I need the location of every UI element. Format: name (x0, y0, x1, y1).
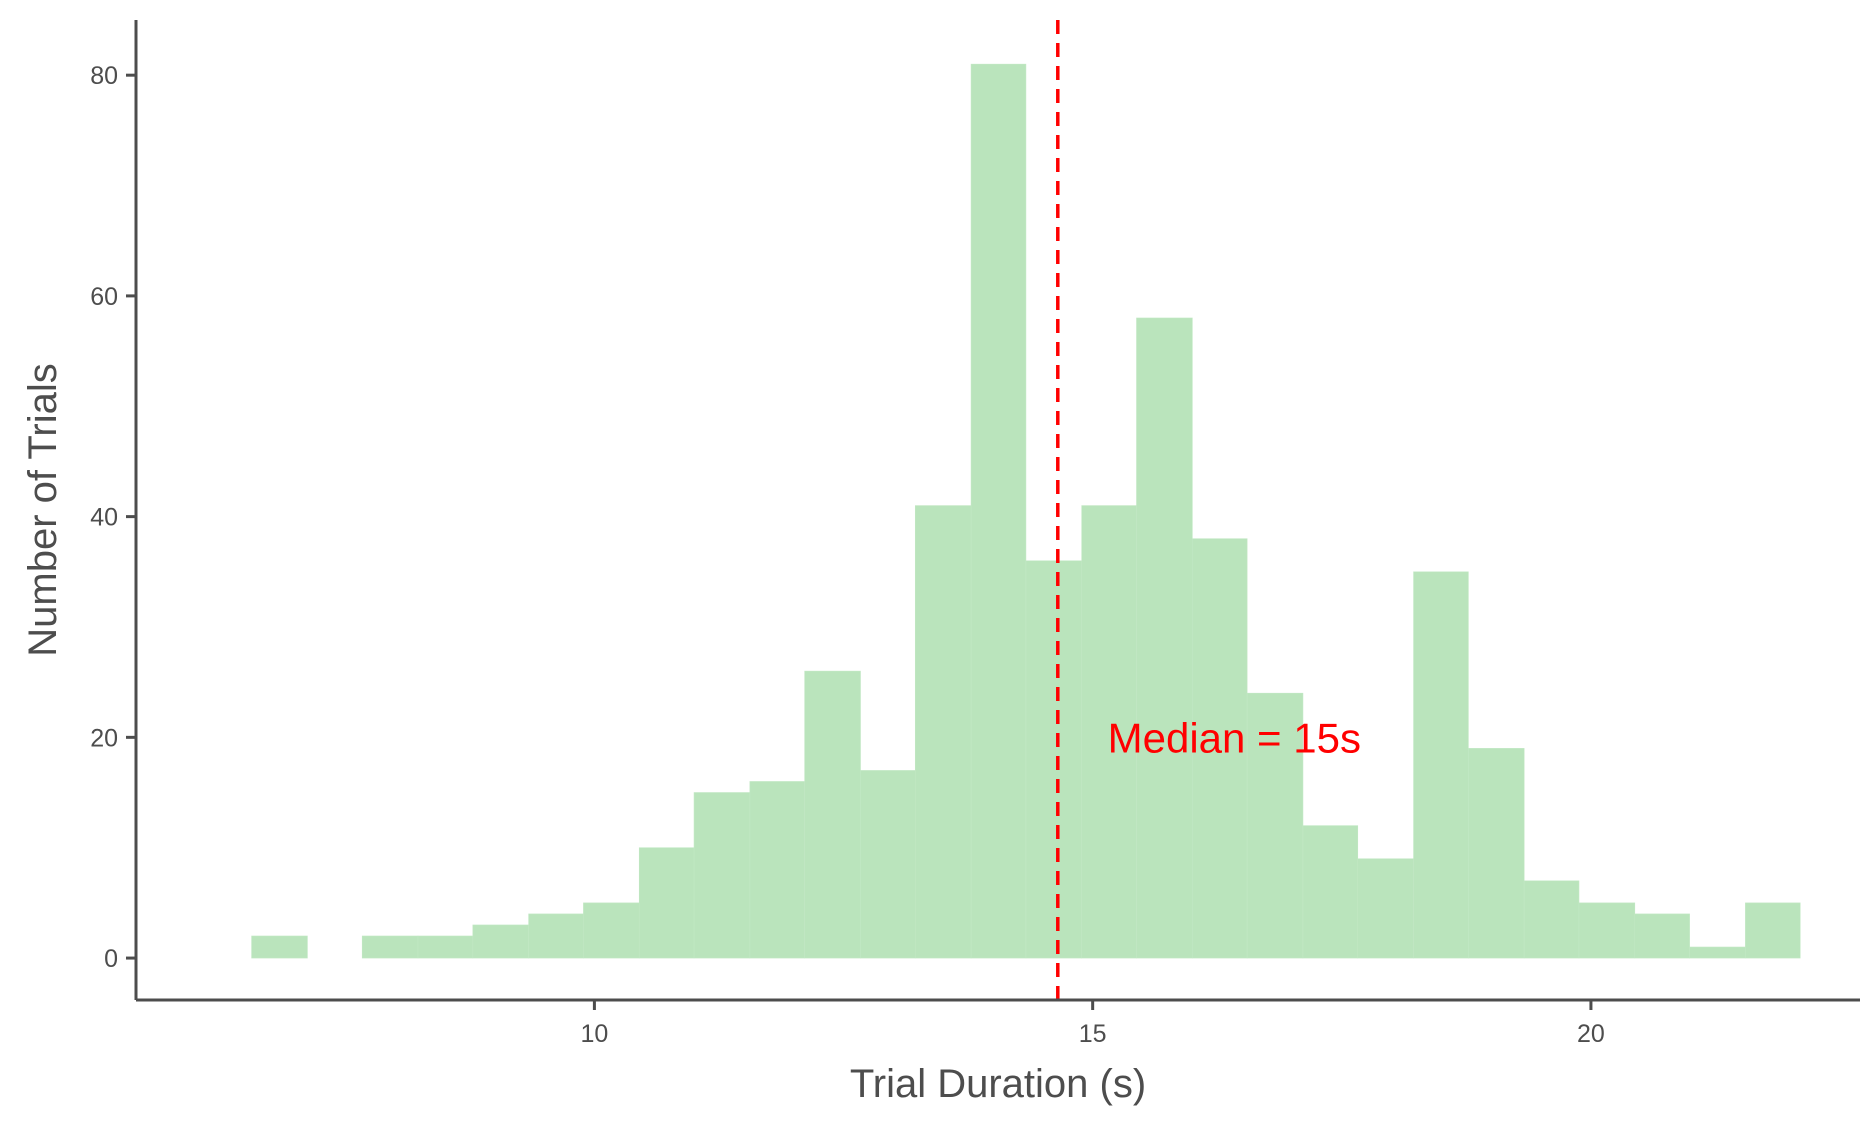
histogram-bar-23 (1523, 880, 1580, 959)
x-tick-label: 15 (1079, 1020, 1107, 1048)
histogram-bar-18 (1246, 692, 1304, 959)
y-tick-label: 80 (90, 62, 118, 90)
histogram-bar-26 (1689, 946, 1746, 959)
y-tick-label: 20 (90, 724, 118, 752)
histogram-bar-24 (1578, 902, 1636, 959)
histogram-bar-10 (804, 670, 861, 959)
y-axis-title: Number of Trials (21, 363, 65, 656)
histogram-bar-4 (472, 924, 529, 959)
histogram-bar-14 (1025, 560, 1083, 959)
histogram-bar-13 (970, 63, 1027, 959)
x-axis-ticks: 10 15 20 (580, 1000, 1605, 1048)
x-tick-label: 20 (1577, 1020, 1605, 1048)
y-axis-ticks: 0 20 40 60 80 (90, 62, 136, 973)
histogram-bar-12 (914, 505, 972, 959)
histogram-bar-11 (860, 770, 916, 959)
x-tick-label: 10 (580, 1020, 608, 1048)
histogram-bar-21 (1413, 571, 1469, 959)
histogram-bar-7 (638, 847, 695, 959)
histogram-bar-22 (1468, 748, 1525, 959)
histogram-bar-15 (1081, 505, 1137, 959)
histogram-bar-25 (1634, 913, 1690, 959)
histogram-bar-0 (251, 935, 308, 959)
median-annotation: Median = 15s (1108, 714, 1361, 761)
histogram-bar-17 (1192, 538, 1248, 959)
histogram-bar-19 (1302, 825, 1359, 959)
histogram-bar-9 (749, 781, 805, 959)
histogram-bar-8 (693, 792, 751, 959)
histogram-bar-6 (583, 902, 640, 959)
histogram-bar-5 (528, 913, 584, 959)
y-tick-label: 0 (104, 945, 118, 973)
histogram-bar-27 (1745, 902, 1801, 959)
y-tick-label: 60 (90, 283, 118, 311)
histogram-bar-20 (1357, 858, 1414, 959)
histogram-bars (251, 63, 1801, 959)
histogram-bar-3 (417, 935, 474, 959)
x-axis-title: Trial Duration (s) (850, 1062, 1146, 1106)
histogram-bar-16 (1136, 317, 1193, 959)
y-tick-label: 40 (90, 504, 118, 532)
histogram-bar-2 (361, 935, 419, 959)
